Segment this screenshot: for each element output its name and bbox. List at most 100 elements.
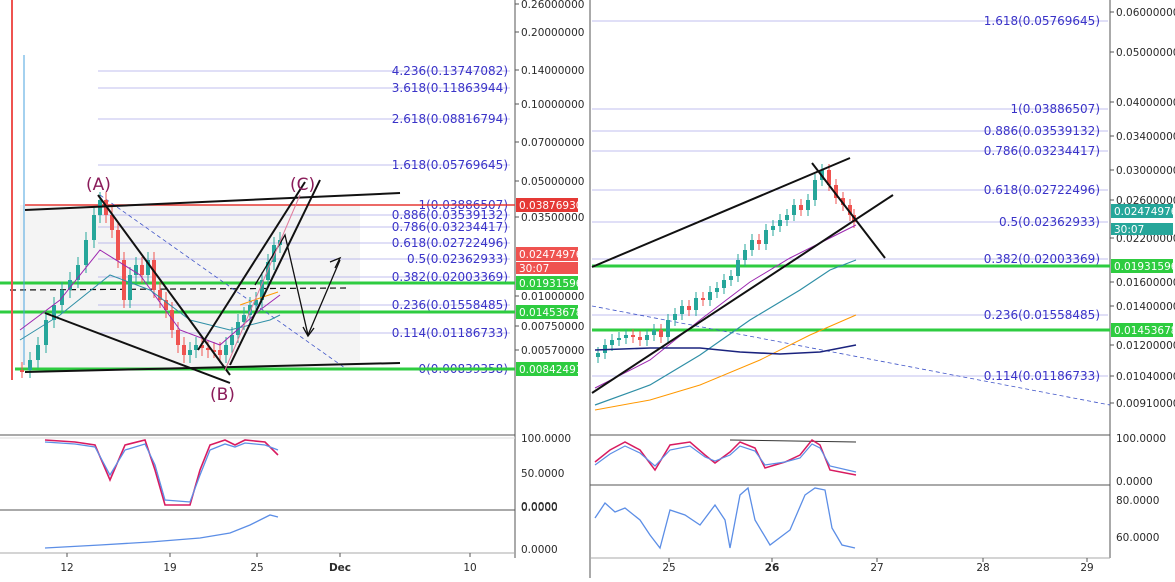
left-candle [218, 350, 222, 355]
left-x-tick-label: 10 [463, 562, 476, 574]
right-ind1-label-bottom: 0.0000 [1116, 476, 1153, 488]
left-y-tick-label: 0.03500000 [521, 212, 584, 224]
right-price-tag-1-bg [1111, 223, 1173, 235]
left-candle [176, 330, 180, 345]
left-candle [36, 345, 40, 360]
left-fib-label-4.236: 4.236(0.13747082) [392, 64, 508, 78]
right-candle [652, 330, 656, 335]
left-lower-channel [24, 362, 401, 373]
left-price-tag-3-bg [516, 276, 578, 290]
right-price-tag-2: 0.01931596 [1114, 261, 1175, 273]
left-candle [28, 360, 32, 370]
right-fib-label-0.618: 0.618(0.02722496) [984, 183, 1100, 197]
right-y-tick-label: 0.01200000 [1116, 340, 1175, 352]
left-x-tick-label: 12 [60, 562, 73, 574]
right-upper-channel [591, 157, 851, 268]
left-candle [194, 345, 198, 350]
left-projection-zigzag [254, 233, 341, 338]
left-candle [188, 350, 192, 355]
right-candle [827, 170, 831, 185]
right-fib-label-0.382: 0.382(0.02003369) [984, 252, 1100, 266]
right-x-tick-label: 27 [870, 562, 883, 574]
left-candle [254, 300, 258, 305]
left-ind2-label-top: 0.0000 [521, 502, 558, 514]
left-candle [206, 348, 210, 350]
left-wave-line-3 [197, 181, 306, 351]
left-candle [182, 345, 186, 355]
left-price-tag-5-bg [516, 362, 578, 376]
right-candle [715, 288, 719, 292]
right-candle [680, 306, 684, 314]
right-candle [687, 306, 691, 310]
right-fib-label-0.786: 0.786(0.03234417) [984, 144, 1100, 158]
right-x-tick-label: 28 [976, 562, 989, 574]
right-price-tag-0-bg [1111, 204, 1173, 218]
left-candle [92, 215, 96, 240]
right-price-tag-3: 0.01453678 [1114, 325, 1175, 337]
left-candle [242, 315, 246, 322]
right-candle [785, 215, 789, 220]
right-ind2-label-bottom: 60.0000 [1116, 532, 1159, 544]
left-y-tick-label: 0.07000000 [521, 137, 584, 149]
left-y-tick-label: 0.00750000 [521, 321, 584, 333]
left-stoch-d [44, 441, 279, 503]
right-x-tick-label: 25 [662, 562, 675, 574]
left-wave-line-1 [44, 312, 231, 384]
right-y-tick-label: 0.06000000 [1116, 7, 1175, 19]
right-y-tick-label: 0.01040000 [1116, 371, 1175, 383]
left-price-tag-1: 0.02474976 [519, 249, 583, 261]
left-candle [110, 215, 114, 230]
left-wave-line-4 [229, 179, 321, 366]
left-fib-label-1.618: 1.618(0.05769645) [392, 158, 508, 172]
right-fib-label-0.5: 0.5(0.02362933) [999, 215, 1100, 229]
left-price-tag-0-bg [516, 198, 578, 212]
right-candle [610, 340, 614, 345]
right-x-tick-label: 26 [765, 562, 780, 574]
left-candle [164, 300, 168, 310]
right-candle [673, 314, 677, 320]
right-price-tag-3-bg [1111, 323, 1173, 337]
right-y-tick-label: 0.04000000 [1116, 97, 1175, 109]
right-fib-label-0.236: 0.236(0.01558485) [984, 308, 1100, 322]
right-price-tag-0: 0.02474976 [1114, 206, 1175, 218]
right-wedge-line [811, 162, 886, 259]
right-candle [638, 337, 642, 340]
right-ind2-line [594, 486, 856, 550]
left-y-tick-label: 0.01000000 [521, 291, 584, 303]
wave-label-c: (C) [290, 175, 315, 195]
right-lower-channel [591, 194, 894, 394]
left-candle [248, 305, 252, 315]
left-candle [158, 290, 162, 300]
left-fib-label-0.236: 0.236(0.01558485) [392, 298, 508, 312]
right-ind1-label-top: 100.0000 [1116, 433, 1166, 445]
right-fib-label-1.618: 1.618(0.05769645) [984, 14, 1100, 28]
left-price-tag-4: 0.01453678 [519, 307, 582, 319]
right-candle [813, 180, 817, 200]
left-fib-label-3.618: 3.618(0.11863944) [392, 81, 508, 95]
left-ma-teal [19, 274, 281, 341]
left-fib-label-0.114: 0.114(0.01186733) [392, 326, 508, 340]
left-y-tick-label: 0.20000000 [521, 27, 584, 39]
left-x-tick-label: 25 [250, 562, 263, 574]
right-candle [722, 280, 726, 288]
right-candle [617, 338, 621, 340]
right-candle [799, 205, 803, 210]
right-candle [764, 230, 768, 244]
right-ind1-divergence-line [729, 439, 857, 443]
left-y-tick-label: 0.14000000 [521, 65, 584, 77]
left-pink-line [224, 194, 301, 371]
right-candle [848, 205, 852, 215]
right-y-tick-label: 0.01400000 [1116, 301, 1175, 313]
right-price-tag-2-bg [1111, 259, 1173, 273]
left-candle [68, 280, 72, 290]
left-ind1-label: 0.0000 [521, 501, 558, 513]
right-candle [596, 353, 600, 357]
left-chart[interactable]: 0.26000000 0.20000000 0.14000000 0.10000000… [0, 0, 584, 574]
left-candle [140, 265, 144, 275]
left-fib-label-0.382: 0.382(0.02003369) [392, 270, 508, 284]
left-ind2-line [44, 514, 279, 549]
right-chart[interactable]: 0.06000000 0.05000000 0.04000000 0.03400000… [589, 0, 1175, 578]
right-candle [659, 330, 663, 337]
